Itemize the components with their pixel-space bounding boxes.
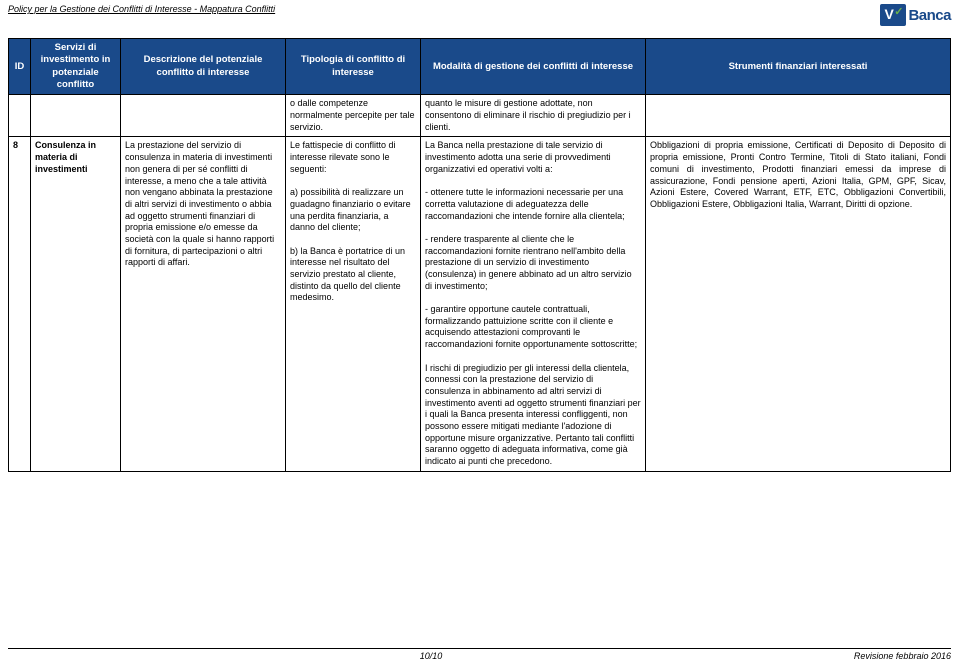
header-strumenti: Strumenti finanziari interessati [646, 39, 951, 95]
header-id: ID [9, 39, 31, 95]
top-bar: Policy per la Gestione dei Conflitti di … [0, 0, 959, 38]
cell-tipo-continuation: o dalle competenze normalmente percepite… [286, 95, 421, 137]
cell-id: 8 [9, 137, 31, 471]
header-descrizione: Descrizione del potenziale conflitto di … [121, 39, 286, 95]
document-title: Policy per la Gestione dei Conflitti di … [8, 4, 275, 14]
page-footer: 10/10 Revisione febbraio 2016 [8, 648, 951, 661]
cell-mod-continuation: quanto le misure di gestione adottate, n… [421, 95, 646, 137]
header-tipologia: Tipologia di conflitto di interesse [286, 39, 421, 95]
logo: Banca [880, 4, 951, 26]
cell-str-continuation [646, 95, 951, 137]
table-row-continuation: o dalle competenze normalmente percepite… [9, 95, 951, 137]
cell-id-continuation [9, 95, 31, 137]
cell-servizi: Consulenza in materia di investimenti [31, 137, 121, 471]
table-row: 8 Consulenza in materia di investimenti … [9, 137, 951, 471]
page-number: 10/10 [420, 651, 443, 661]
cell-desc-continuation [121, 95, 286, 137]
cell-svc-continuation [31, 95, 121, 137]
logo-mark-icon [880, 4, 906, 26]
header-modalita: Modalità di gestione dei conflitti di in… [421, 39, 646, 95]
cell-descrizione: La prestazione del servizio di consulenz… [121, 137, 286, 471]
revision-label: Revisione febbraio 2016 [854, 651, 951, 661]
header-servizi: Servizi di investimento in potenziale co… [31, 39, 121, 95]
conflict-mapping-table: ID Servizi di investimento in potenziale… [8, 38, 951, 472]
logo-text: Banca [908, 7, 951, 24]
cell-strumenti: Obbligazioni di propria emissione, Certi… [646, 137, 951, 471]
cell-tipologia: Le fattispecie di conflitto di interesse… [286, 137, 421, 471]
table-header-row: ID Servizi di investimento in potenziale… [9, 39, 951, 95]
cell-modalita: La Banca nella prestazione di tale servi… [421, 137, 646, 471]
table-container: ID Servizi di investimento in potenziale… [0, 38, 959, 472]
